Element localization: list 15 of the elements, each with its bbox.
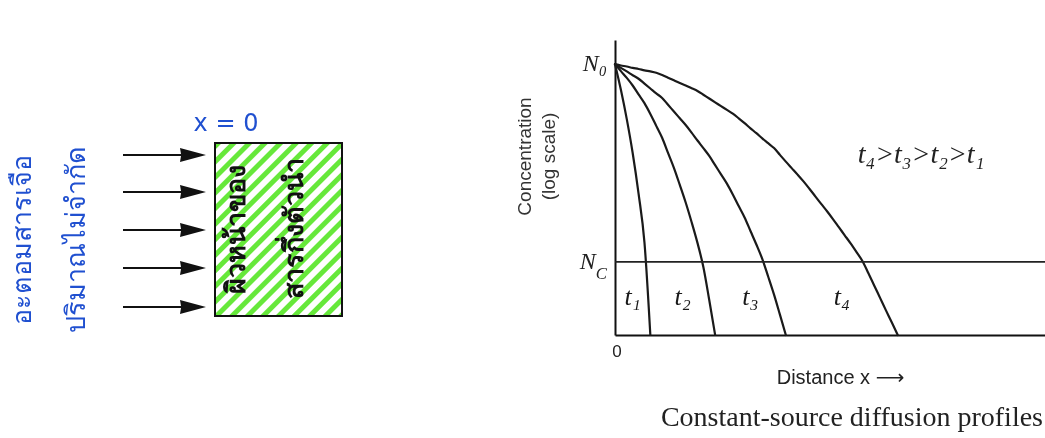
ref-line-label: N$_{C}$ <box>578 247 608 283</box>
y-axis-title: Concentration (log scale) <box>513 97 559 216</box>
series-label: t₄ <box>833 282 850 311</box>
text: Constant-source diffusion profiles <box>660 401 1043 432</box>
text: 0 <box>612 342 622 361</box>
x-axis-title: Distance x ⟶ <box>776 365 905 388</box>
text: ปริมาณไม่จำกัด <box>60 145 92 333</box>
text: อะตอมสารเจือ <box>6 155 38 325</box>
text: x = 0 <box>193 108 259 137</box>
text: N₀ <box>581 50 607 77</box>
text: ผิวหน้าของ <box>220 164 252 294</box>
series-label: t₁ <box>624 282 641 311</box>
series-label: t₃ <box>742 282 759 311</box>
annotation: t₄>t₃>t₂>t₁ <box>857 138 985 169</box>
series-label: t₂ <box>674 282 691 311</box>
